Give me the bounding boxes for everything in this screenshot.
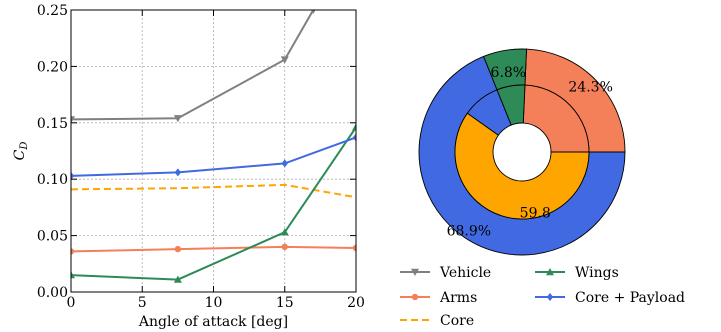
x-tick-label: 15	[276, 295, 294, 311]
outer-wedge-label: 6.8%	[491, 65, 527, 81]
legend-entry-core: Core	[400, 313, 474, 329]
legend: Vehicle Wings Arms Core + Payload Core	[400, 265, 685, 329]
data-point-wings	[173, 275, 182, 283]
inner-wedge-core	[454, 112, 590, 220]
legend-marker-wings	[546, 268, 554, 276]
data-point-core-payload	[71, 171, 75, 180]
data-point-core-payload	[352, 133, 356, 142]
data-point-wings	[71, 271, 75, 279]
legend-marker-arms	[411, 293, 419, 301]
inner-wedge-arms	[522, 84, 590, 153]
x-tick-label: 0	[67, 295, 76, 311]
axis-ticks: 0 5 10 15 20 0.00 0.05 0.10 0.15 0.20 0.25	[37, 3, 365, 311]
series-arms	[71, 243, 356, 255]
legend-label-core-payload: Core + Payload	[575, 290, 685, 306]
data-point-wings	[352, 123, 356, 131]
x-tick-label: 10	[205, 295, 223, 311]
series-line-core	[71, 183, 356, 199]
series-line-arms	[71, 245, 356, 253]
data-point-wings	[280, 228, 289, 236]
x-axis-label: Angle of attack [deg]	[138, 314, 288, 330]
y-tick-label: 0.15	[37, 116, 68, 132]
y-axis-label-subscript: D	[19, 142, 30, 151]
legend-marker-core-payload	[546, 293, 554, 301]
line-chart: 0 5 10 15 20 0.00 0.05 0.10 0.15 0.20 0.25 Angle o…	[12, 3, 365, 330]
legend-label-arms: Arms	[439, 290, 477, 306]
legend-entry-arms: Arms	[400, 290, 477, 306]
legend-label-vehicle: Vehicle	[439, 265, 491, 281]
legend-entry-wings: Wings	[535, 265, 619, 281]
legend-entry-vehicle: Vehicle	[400, 265, 491, 281]
data-point-core-payload	[281, 159, 288, 168]
y-tick-label: 0.25	[37, 3, 68, 19]
series-layer	[71, 10, 356, 283]
grid-lines	[71, 10, 356, 292]
outer-wedge-label: 24.3%	[568, 79, 612, 95]
x-tick-label: 5	[138, 295, 147, 311]
y-tick-label: 0.10	[37, 172, 68, 188]
data-point-arms	[71, 248, 75, 255]
series-core	[71, 183, 356, 199]
y-tick-label: 0.05	[37, 229, 68, 245]
y-axis-label: CD	[12, 142, 30, 161]
series-vehicle	[71, 10, 316, 124]
legend-label-core: Core	[440, 313, 474, 329]
outer-wedge-label: 68.9%	[447, 224, 491, 240]
legend-entry-core-payload: Core + Payload	[535, 290, 685, 306]
inner-wedge-label: 59.8	[520, 206, 551, 222]
data-point-arms	[352, 244, 356, 252]
data-point-arms	[281, 243, 288, 251]
data-point-core-payload	[174, 168, 182, 177]
legend-label-wings: Wings	[575, 265, 619, 281]
y-tick-label: 0.00	[37, 285, 68, 301]
data-point-vehicle	[280, 56, 289, 64]
series-line-core-payload	[71, 136, 356, 177]
legend-marker-vehicle	[411, 268, 419, 276]
series-line-vehicle	[71, 10, 315, 121]
series-line-wings	[71, 126, 356, 281]
donut-chart: 24.3% 6.8% 68.9% 59.8	[418, 48, 626, 256]
x-tick-label: 20	[347, 295, 365, 311]
data-point-vehicle	[71, 116, 75, 124]
series-core-payload	[71, 133, 356, 180]
series-wings	[71, 123, 356, 283]
data-point-arms	[174, 245, 182, 253]
y-tick-label: 0.20	[37, 59, 68, 75]
y-axis-label-main: C	[12, 149, 28, 160]
data-point-vehicle	[173, 115, 182, 123]
data-point-vehicle	[311, 10, 316, 14]
